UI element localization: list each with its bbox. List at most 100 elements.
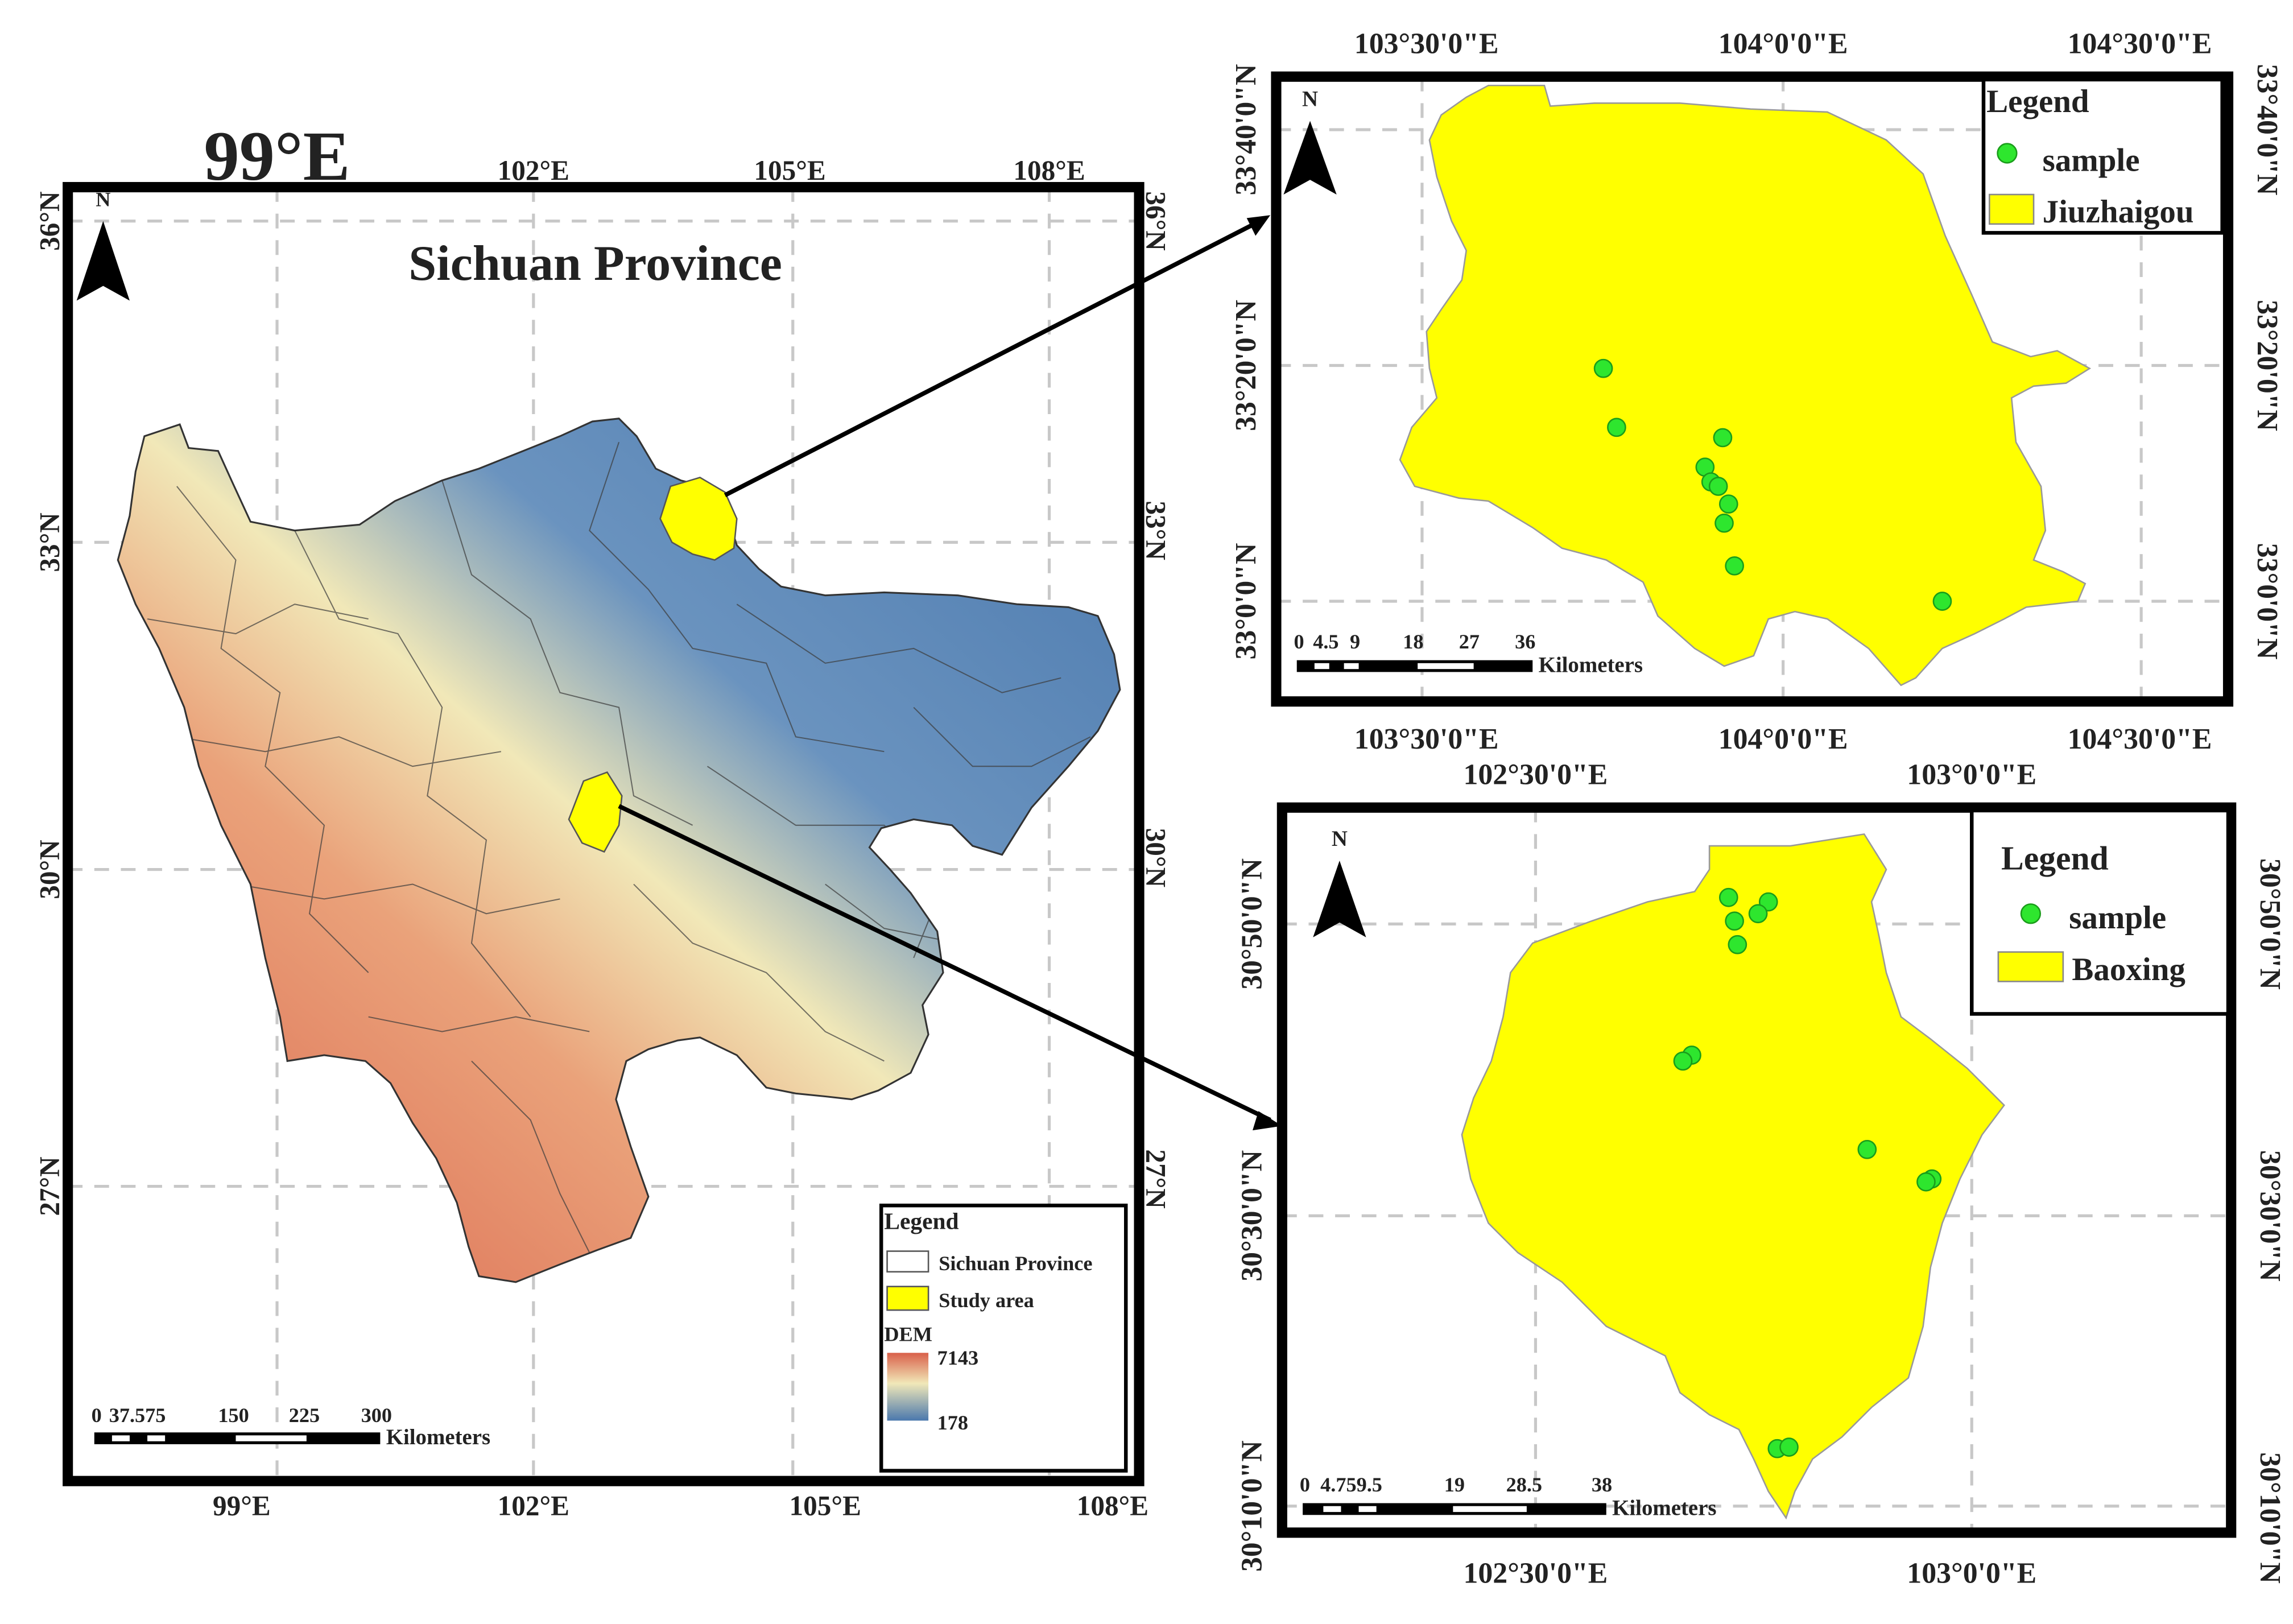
lon-label: 104°0'0"E: [1718, 723, 1848, 755]
baoxing-frame: [1276, 802, 2237, 1538]
lat-label: 30°50'0"N: [1236, 858, 1269, 990]
lat-label: 33°20'0"N: [1230, 300, 1262, 431]
legend-dem-max: 7143: [937, 1346, 978, 1369]
lon-label: 102°30'0"E: [1464, 758, 1608, 791]
lat-label: 30°30'0"N: [1236, 1150, 1269, 1282]
lat-label: 33°20'0"N: [2251, 300, 2283, 431]
lat-label: 30°N: [1141, 828, 1172, 887]
legend-item-province: Sichuan Province: [939, 1252, 1092, 1275]
lon-label: 103°0'0"E: [1907, 1557, 2036, 1589]
jiuzhaigou-map: 103°30'0"E 104°0'0"E 104°30'0"E 103°30'0…: [1230, 27, 2283, 755]
lat-label: 36°N: [34, 191, 65, 250]
lat-label: 33°0'0"N: [2251, 543, 2283, 660]
main-map-north-arrow: N: [76, 188, 130, 301]
lat-label: 36°N: [1141, 191, 1172, 250]
scale-tick: 38: [1592, 1473, 1612, 1496]
baoxing-area: [1461, 833, 2005, 1520]
study-area-baoxing: [568, 771, 623, 853]
main-map-lon-labels-bottom: 99°E 102°E 105°E 108°E: [213, 1490, 1148, 1521]
legend-item-sample: sample: [2069, 900, 2166, 936]
main-map-lat-labels-left: 36°N 33°N 30°N 27°N: [34, 191, 65, 1216]
north-arrow-icon: [76, 221, 130, 301]
scale-tick: 4.759.5: [1320, 1473, 1382, 1496]
lon-label: 102°30'0"E: [1464, 1557, 1608, 1589]
scale-tick: 4.5: [1313, 630, 1338, 653]
county-boundaries: [147, 441, 1091, 1253]
baoxing-samples: [1673, 887, 1942, 1458]
lon-label: 103°30'0"E: [1354, 27, 1499, 60]
sample-point: [1916, 1172, 1936, 1192]
scale-tick: 150: [218, 1404, 249, 1427]
main-map-frame: [63, 181, 1145, 1486]
scale-unit: Kilometers: [1612, 1495, 1716, 1520]
sample-point: [1779, 1437, 1799, 1457]
north-label: N: [1332, 827, 1348, 851]
lon-label: 104°30'0"E: [2068, 27, 2212, 60]
scale-tick: 0: [1300, 1473, 1310, 1496]
lon-label: 99°E: [213, 1490, 271, 1521]
scale-tick: 37.575: [109, 1404, 166, 1427]
jiuzhaigou-frame: [1271, 71, 2234, 707]
lon-label: 105°E: [754, 155, 825, 186]
scale-tick: 0: [92, 1404, 102, 1427]
jiuzhaigou-legend: Legend sample Jiuzhaigou: [1981, 77, 2224, 235]
jiuzhaigou-lat-labels-left: 33°40'0"N 33°20'0"N 33°0'0"N: [1230, 64, 1262, 660]
legend-title: Legend: [884, 1208, 958, 1234]
map-title: Sichuan Province: [408, 236, 782, 291]
lat-label: 27°N: [34, 1156, 65, 1216]
jiuzhaigou-samples: [1593, 358, 1952, 611]
scale-tick: 19: [1444, 1473, 1465, 1496]
jiuzhaigou-north-arrow: N: [1283, 87, 1337, 195]
legend-dem-min: 178: [937, 1411, 968, 1434]
scale-tick: 300: [361, 1404, 392, 1427]
legend-sample-icon: [1997, 143, 2018, 164]
sample-point: [1748, 904, 1768, 924]
lon-label: 102°E: [498, 155, 569, 186]
lat-label: 33°0'0"N: [1230, 543, 1262, 660]
baoxing-north-arrow: N: [1313, 827, 1366, 937]
main-map: 99°E 102°E 105°E 108°E 99°E 102°E 105°E …: [34, 117, 1172, 1521]
main-map-lon-labels-top: 99°E 102°E 105°E 108°E: [204, 117, 1085, 195]
baoxing-lat-labels-right: 30°50'0"N 30°30'0"N 30°10'0"N: [2254, 858, 2286, 1584]
scale-tick: 28.5: [1506, 1473, 1542, 1496]
lat-label: 33°40'0"N: [2251, 64, 2283, 196]
legend-item-sample: sample: [2043, 143, 2140, 179]
jiuzhaigou-lon-labels-bottom: 103°30'0"E 104°0'0"E 104°30'0"E: [1354, 723, 2212, 755]
sample-point: [1718, 494, 1738, 514]
sample-point: [1725, 556, 1744, 576]
jiuzhaigou-lon-labels-top: 103°30'0"E 104°0'0"E 104°30'0"E: [1354, 27, 2212, 60]
lon-label: 105°E: [790, 1490, 861, 1521]
lat-label: 30°N: [34, 840, 65, 899]
jiuzhaigou-area: [1399, 84, 2092, 687]
lon-label: 103°0'0"E: [1907, 758, 2036, 791]
lat-label: 33°40'0"N: [1230, 64, 1262, 196]
lon-label: 99°E: [204, 117, 350, 195]
north-label: N: [96, 188, 110, 211]
north-label: N: [1302, 87, 1318, 111]
scale-unit: Kilometers: [386, 1425, 490, 1449]
legend-sample-icon: [2020, 903, 2042, 924]
sample-point: [1857, 1139, 1877, 1159]
callout-arrows: [618, 215, 1282, 1131]
baoxing-lat-labels-left: 30°50'0"N 30°30'0"N 30°10'0"N: [1236, 858, 1269, 1572]
main-map-scale-bar: 0 37.575 150 225 300 Kilometers: [92, 1404, 491, 1449]
scale-tick: 0: [1294, 630, 1304, 653]
jiuzhaigou-scale-bar: 0 4.5 9 18 27 36 Kilometers: [1294, 630, 1643, 677]
scale-tick: 225: [289, 1404, 320, 1427]
scale-tick: 18: [1403, 630, 1423, 653]
scale-tick: 36: [1515, 630, 1535, 653]
sample-point: [1728, 935, 1747, 954]
lon-label: 102°E: [498, 1490, 569, 1521]
legend-swatch-area: [1989, 193, 2035, 225]
lat-label: 27°N: [1141, 1149, 1172, 1208]
lat-label: 30°50'0"N: [2254, 858, 2286, 990]
jiuzhaigou-lat-labels-right: 33°40'0"N 33°20'0"N 33°0'0"N: [2251, 64, 2283, 660]
lat-label: 33°N: [34, 513, 65, 572]
legend-swatch-area: [1997, 951, 2064, 982]
legend-dem-label: DEM: [884, 1323, 932, 1346]
legend-swatch-study: [886, 1286, 929, 1311]
north-arrow-icon: [1313, 860, 1366, 937]
lon-label: 104°30'0"E: [2068, 723, 2212, 755]
lat-label: 33°N: [1141, 501, 1172, 560]
